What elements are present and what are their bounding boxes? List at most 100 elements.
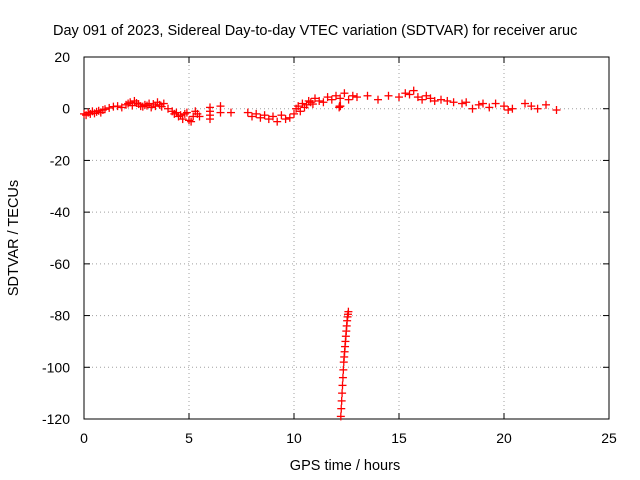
data-point xyxy=(395,93,403,102)
x-tick-label: 20 xyxy=(496,430,512,446)
data-point xyxy=(269,112,277,121)
data-point xyxy=(485,103,494,112)
data-point xyxy=(500,102,508,111)
data-point xyxy=(185,116,193,125)
data-point xyxy=(508,104,517,113)
x-tick-label: 25 xyxy=(601,430,617,446)
data-point xyxy=(294,102,303,111)
data-point xyxy=(281,115,290,124)
data-point xyxy=(527,102,536,111)
data-point xyxy=(413,93,422,102)
data-point xyxy=(401,89,410,98)
data-point xyxy=(374,95,382,104)
data-point xyxy=(338,373,347,382)
data-point xyxy=(128,101,137,110)
data-point xyxy=(338,389,347,398)
data-point xyxy=(311,94,319,103)
data-series xyxy=(80,86,561,421)
grid xyxy=(84,57,609,419)
data-point xyxy=(327,95,336,104)
y-tick-label: -60 xyxy=(50,256,70,272)
data-point xyxy=(479,99,487,108)
data-point xyxy=(344,95,353,104)
data-point xyxy=(264,115,273,124)
data-point xyxy=(353,93,361,102)
y-tick-label: -40 xyxy=(50,204,70,220)
data-point xyxy=(521,99,529,108)
data-point xyxy=(336,412,345,421)
data-point xyxy=(458,99,466,108)
data-point xyxy=(339,365,348,374)
data-point xyxy=(227,108,235,117)
data-point xyxy=(542,100,550,109)
x-tick-label: 10 xyxy=(286,430,302,446)
data-point xyxy=(216,108,225,117)
data-point xyxy=(336,102,345,111)
data-point xyxy=(256,113,265,122)
y-tick-label: 0 xyxy=(62,101,70,117)
data-point xyxy=(182,108,191,117)
data-point xyxy=(323,93,332,102)
data-point xyxy=(418,95,427,104)
data-point xyxy=(443,96,452,105)
data-point xyxy=(468,104,477,113)
data-point xyxy=(336,94,345,103)
y-tick-label: -120 xyxy=(42,411,70,427)
x-tick-label: 15 xyxy=(391,430,407,446)
y-tick-label: -100 xyxy=(42,359,70,375)
data-point xyxy=(290,109,298,118)
data-point xyxy=(430,96,439,105)
y-tick-label: -80 xyxy=(50,308,70,324)
data-point xyxy=(187,117,196,126)
data-point xyxy=(405,90,414,99)
data-point xyxy=(409,86,418,95)
data-point xyxy=(384,91,393,100)
data-point xyxy=(363,91,372,100)
data-point xyxy=(117,103,126,112)
data-point xyxy=(533,104,542,113)
data-point xyxy=(105,103,114,112)
data-point xyxy=(273,117,282,126)
data-point xyxy=(449,98,458,107)
data-point xyxy=(92,107,101,116)
y-tick-label: 20 xyxy=(54,49,70,65)
data-point xyxy=(504,106,513,115)
data-point xyxy=(243,108,252,117)
data-point xyxy=(101,105,109,114)
x-axis-label: GPS time / hours xyxy=(290,458,400,474)
data-point xyxy=(462,98,471,107)
data-point xyxy=(206,115,214,124)
data-point xyxy=(332,91,340,100)
data-point xyxy=(277,111,286,120)
axis-ticks xyxy=(83,56,610,420)
data-point xyxy=(552,106,561,115)
data-point xyxy=(159,99,168,108)
data-point xyxy=(195,112,204,121)
plot-frame xyxy=(83,56,610,420)
data-point xyxy=(437,95,445,104)
data-point xyxy=(178,115,187,124)
data-point xyxy=(337,404,346,413)
data-point xyxy=(338,381,347,390)
chart-title: Day 091 of 2023, Sidereal Day-to-day VTE… xyxy=(53,23,577,39)
data-point xyxy=(260,111,269,120)
tick-labels: 0 5 10 15 20 25 20 0 -20 -40 -60 -80 -100 -120 xyxy=(42,49,617,446)
data-point xyxy=(285,113,294,122)
data-point xyxy=(308,100,317,109)
y-axis-label: SDTVAR / TECUs xyxy=(6,180,22,296)
x-tick-label: 5 xyxy=(185,430,193,446)
data-point xyxy=(491,99,500,108)
data-point xyxy=(252,109,261,118)
data-point xyxy=(348,91,357,100)
data-point xyxy=(344,307,353,316)
y-tick-label: -20 xyxy=(50,152,70,168)
data-point xyxy=(296,107,305,116)
data-point xyxy=(337,396,346,405)
data-point xyxy=(426,94,435,103)
data-point xyxy=(319,98,328,107)
data-point xyxy=(113,102,122,111)
data-point xyxy=(248,112,256,121)
data-point xyxy=(474,100,483,109)
data-point xyxy=(340,89,349,98)
